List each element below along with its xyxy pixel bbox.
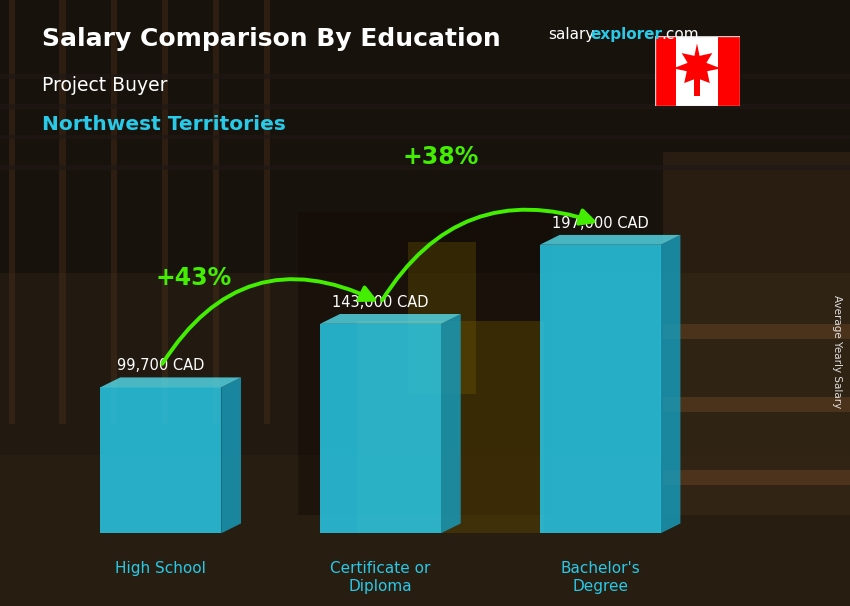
Bar <box>212 0 219 424</box>
Text: 197,000 CAD: 197,000 CAD <box>552 216 649 231</box>
Bar <box>676 36 718 106</box>
Text: Average Yearly Salary: Average Yearly Salary <box>832 295 842 408</box>
Polygon shape <box>673 44 721 83</box>
Bar <box>162 0 168 424</box>
Bar <box>264 0 270 424</box>
Text: Salary Comparison By Education: Salary Comparison By Education <box>42 27 501 52</box>
Bar <box>0 104 850 109</box>
Bar <box>0 0 850 273</box>
Bar <box>0 74 850 79</box>
Bar <box>8 0 15 424</box>
Text: .com: .com <box>661 27 699 42</box>
Text: explorer: explorer <box>591 27 663 42</box>
Polygon shape <box>441 314 461 533</box>
Bar <box>663 470 850 485</box>
Bar <box>663 397 850 412</box>
Text: High School: High School <box>116 561 207 576</box>
Bar <box>540 245 660 533</box>
Text: Project Buyer: Project Buyer <box>42 76 168 95</box>
Text: 143,000 CAD: 143,000 CAD <box>332 295 428 310</box>
Bar <box>654 36 676 106</box>
Bar <box>0 165 850 170</box>
Text: +43%: +43% <box>156 266 232 290</box>
Bar <box>0 135 850 139</box>
Text: +38%: +38% <box>403 145 479 169</box>
Polygon shape <box>320 314 461 324</box>
Text: 99,700 CAD: 99,700 CAD <box>117 358 205 373</box>
Text: salary: salary <box>548 27 595 42</box>
Bar <box>60 0 66 424</box>
Bar <box>357 321 544 533</box>
Bar <box>100 387 221 533</box>
Bar <box>298 212 552 515</box>
Polygon shape <box>100 378 241 387</box>
Polygon shape <box>221 378 241 533</box>
Bar <box>663 324 850 339</box>
Text: Bachelor's
Degree: Bachelor's Degree <box>560 561 640 594</box>
Bar <box>110 0 117 424</box>
Polygon shape <box>660 235 680 533</box>
Text: Northwest Territories: Northwest Territories <box>42 115 286 134</box>
Polygon shape <box>540 235 680 245</box>
Bar <box>663 152 850 515</box>
Text: Certificate or
Diploma: Certificate or Diploma <box>331 561 431 594</box>
Bar <box>0 454 850 606</box>
Bar <box>408 242 476 394</box>
Bar <box>320 324 441 533</box>
Bar <box>718 36 740 106</box>
Bar <box>694 78 700 96</box>
